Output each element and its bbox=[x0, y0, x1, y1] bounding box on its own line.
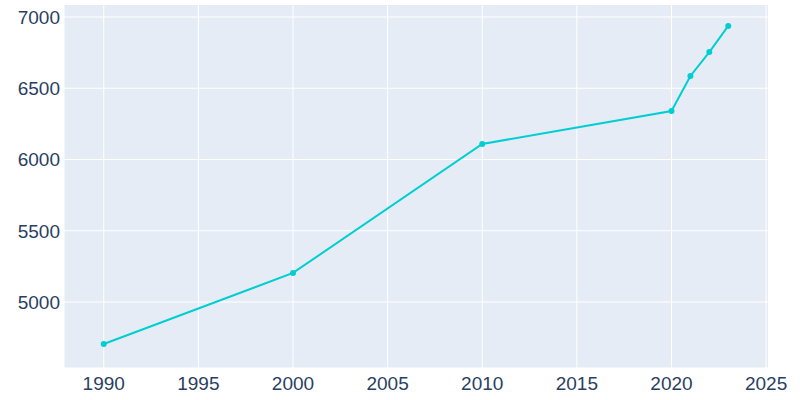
y-tick-label: 5000 bbox=[18, 292, 60, 313]
x-grid-line bbox=[103, 5, 104, 368]
point bbox=[479, 141, 485, 147]
x-tick-label: 2000 bbox=[272, 373, 314, 394]
y-tick-label: 6500 bbox=[18, 78, 60, 99]
line bbox=[104, 26, 729, 344]
y-grid-line bbox=[64, 230, 768, 231]
point bbox=[101, 341, 107, 347]
x-grid-line bbox=[576, 5, 577, 368]
point bbox=[706, 49, 712, 55]
y-grid-line bbox=[64, 302, 768, 303]
x-tick-label: 1995 bbox=[177, 373, 219, 394]
x-axis-line bbox=[64, 368, 768, 369]
x-tick-label: 2025 bbox=[745, 373, 787, 394]
x-grid-line bbox=[671, 5, 672, 368]
y-tick-label: 6000 bbox=[18, 149, 60, 170]
y-grid-line bbox=[64, 16, 768, 17]
x-tick-label: 2005 bbox=[366, 373, 408, 394]
x-grid-line bbox=[387, 5, 388, 368]
chart-container: 1990 1995 2000 2005 2010 2015 2020 2025 5000 5500… bbox=[0, 0, 800, 400]
point bbox=[725, 23, 731, 29]
x-grid-line bbox=[198, 5, 199, 368]
plot-area bbox=[101, 23, 732, 347]
y-tick-label: 5500 bbox=[18, 221, 60, 242]
y-axis-line bbox=[64, 5, 65, 368]
x-grid-line bbox=[766, 5, 767, 368]
chart-svg: 1990 1995 2000 2005 2010 2015 2020 2025 5000 5500… bbox=[0, 0, 800, 400]
y-grid-line bbox=[64, 159, 768, 160]
point bbox=[290, 270, 296, 276]
x-grid-line bbox=[482, 5, 483, 368]
plot-background bbox=[64, 5, 768, 368]
x-grid-line bbox=[292, 5, 293, 368]
x-tick-label: 2010 bbox=[461, 373, 503, 394]
x-tick-label: 2020 bbox=[650, 373, 692, 394]
point bbox=[668, 108, 674, 114]
x-tick-label: 1990 bbox=[83, 373, 125, 394]
y-grid-line bbox=[64, 88, 768, 89]
y-tick-label: 7000 bbox=[18, 7, 60, 28]
x-tick-label: 2015 bbox=[556, 373, 598, 394]
point bbox=[687, 73, 693, 79]
